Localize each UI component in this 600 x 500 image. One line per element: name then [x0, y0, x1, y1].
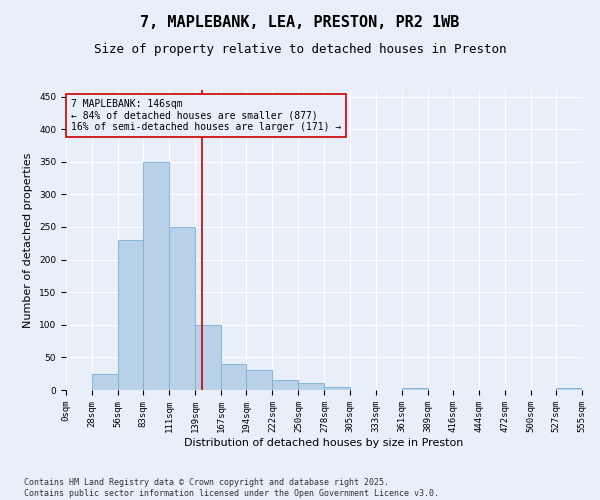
Text: 7 MAPLEBANK: 146sqm
← 84% of detached houses are smaller (877)
16% of semi-detac: 7 MAPLEBANK: 146sqm ← 84% of detached ho…: [71, 99, 341, 132]
Text: 7, MAPLEBANK, LEA, PRESTON, PR2 1WB: 7, MAPLEBANK, LEA, PRESTON, PR2 1WB: [140, 15, 460, 30]
Bar: [556, 388, 582, 390]
Bar: [247, 370, 272, 390]
Bar: [169, 227, 195, 390]
Bar: [272, 380, 298, 390]
Bar: [195, 325, 221, 390]
Bar: [325, 386, 350, 390]
X-axis label: Distribution of detached houses by size in Preston: Distribution of detached houses by size …: [184, 438, 464, 448]
Bar: [92, 374, 118, 390]
Bar: [221, 364, 247, 390]
Bar: [143, 162, 169, 390]
Text: Size of property relative to detached houses in Preston: Size of property relative to detached ho…: [94, 42, 506, 56]
Bar: [298, 384, 325, 390]
Bar: [118, 240, 143, 390]
Y-axis label: Number of detached properties: Number of detached properties: [23, 152, 34, 328]
Text: Contains HM Land Registry data © Crown copyright and database right 2025.
Contai: Contains HM Land Registry data © Crown c…: [24, 478, 439, 498]
Bar: [401, 388, 428, 390]
